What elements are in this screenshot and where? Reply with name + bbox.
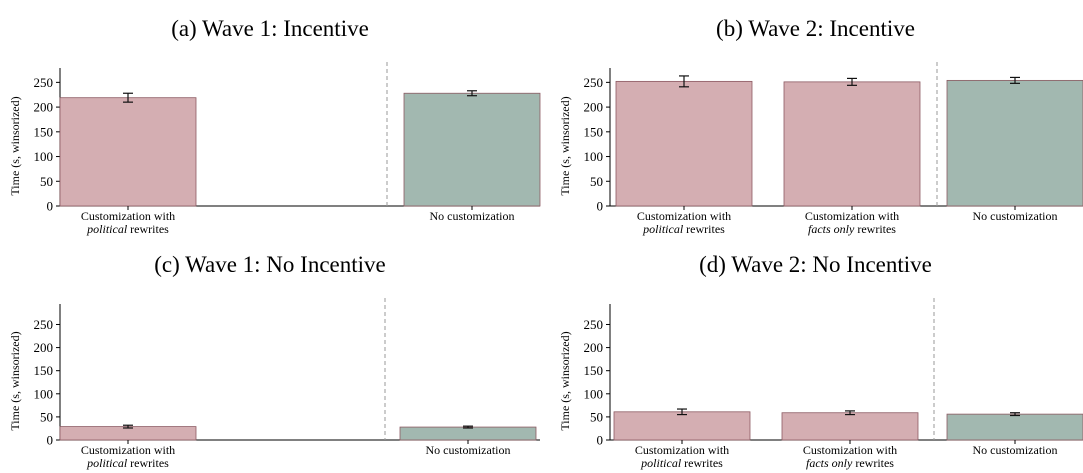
panel-c: (c) Wave 1: No Incentive Time (s, winsor… [0,238,540,473]
chart-d: Time (s, winsorized) 0 50 100 150 200 250 Custo… [558,298,1083,470]
x-tick-label-emphasis: political [86,222,128,236]
y-tick-label: 100 [584,149,604,164]
y-tick-label: 100 [34,149,54,164]
bar [946,413,1083,441]
y-tick-label: 100 [34,386,54,401]
bar [615,80,753,207]
x-tick-label-rest: rewrites [852,456,894,470]
x-tick-label-rest: rewrites [681,456,723,470]
y-tick-label: 250 [584,317,604,332]
x-tick-label-emphasis: facts only [808,222,855,236]
panel-a: (a) Wave 1: Incentive Time (s, winsorize… [0,0,541,236]
y-tick-label: 100 [584,386,604,401]
y-tick-label: 0 [47,199,54,214]
x-tick-label-line2: political rewrites [86,222,169,236]
chart-title: (c) Wave 1: No Incentive [154,252,386,277]
y-axis-label: Time (s, winsorized) [8,331,22,430]
y-tick-label: 200 [584,100,604,115]
x-tick-label-rest: rewrites [127,222,169,236]
y-tick-label: 50 [40,174,53,189]
chart-title: (d) Wave 2: No Incentive [699,252,932,277]
x-tick-label-emphasis: political [86,456,128,470]
y-tick-label: 250 [34,75,54,90]
x-tick-label-line2: political rewrites [640,456,723,470]
x-tick-label-line2: political rewrites [86,456,169,470]
x-tick-label: Customization with [81,209,175,223]
y-tick-label: 250 [584,75,604,90]
x-tick-label: No customization [430,209,515,223]
y-tick-label: 150 [34,124,54,139]
x-tick-label-rest: rewrites [127,456,169,470]
x-tick-label: No customization [426,443,511,457]
chart-title: (b) Wave 2: Incentive [716,16,915,41]
x-tick-label: No customization [973,209,1058,223]
bar [399,426,537,441]
chart-a: Time (s, winsorized) 0 50 100 150 200 250 Custo… [8,62,541,236]
bar [59,97,197,207]
y-axis-label: Time (s, winsorized) [8,96,22,195]
bar [59,426,197,441]
x-tick-label-emphasis: political [642,222,684,236]
y-tick-label: 150 [584,124,604,139]
x-tick-label-emphasis: political [640,456,682,470]
x-tick-label-emphasis: facts only [806,456,853,470]
x-tick-label: Customization with [635,443,729,457]
x-tick-label-rest: rewrites [683,222,725,236]
y-tick-label: 50 [590,409,603,424]
y-tick-label: 50 [590,174,603,189]
x-tick-label-line2: political rewrites [642,222,725,236]
y-tick-label: 200 [34,340,54,355]
bar [403,92,541,207]
x-tick-label: Customization with [805,209,899,223]
chart-b: Time (s, winsorized) 0 50 100 150 200 250 Custo… [558,62,1083,236]
x-tick-label: Customization with [803,443,897,457]
x-tick-label: No customization [973,443,1058,457]
x-tick-label: Customization with [637,209,731,223]
y-tick-label: 250 [34,317,54,332]
y-tick-label: 0 [47,433,54,448]
chart-title: (a) Wave 1: Incentive [171,16,369,41]
panel-b: (b) Wave 2: Incentive Time (s, winsorize… [548,0,1083,236]
y-axis-label: Time (s, winsorized) [558,331,572,430]
bar [783,81,921,207]
y-tick-label: 200 [584,340,604,355]
chart-c: Time (s, winsorized) 0 50 100 150 200 250 Custo… [8,298,540,470]
y-tick-label: 150 [34,363,54,378]
y-tick-label: 150 [584,363,604,378]
x-tick-label-rest: rewrites [854,222,896,236]
x-tick-label: Customization with [81,443,175,457]
x-tick-label-line2: facts only rewrites [808,222,896,236]
y-tick-label: 50 [40,409,53,424]
y-tick-label: 200 [34,100,54,115]
y-tick-label: 0 [597,433,604,448]
y-axis-label: Time (s, winsorized) [558,96,572,195]
y-tick-label: 0 [597,199,604,214]
bar [946,79,1083,207]
panel-d: (d) Wave 2: No Incentive Time (s, winsor… [548,238,1083,473]
x-tick-label-line2: facts only rewrites [806,456,894,470]
bar [781,412,919,441]
bar [613,411,751,441]
